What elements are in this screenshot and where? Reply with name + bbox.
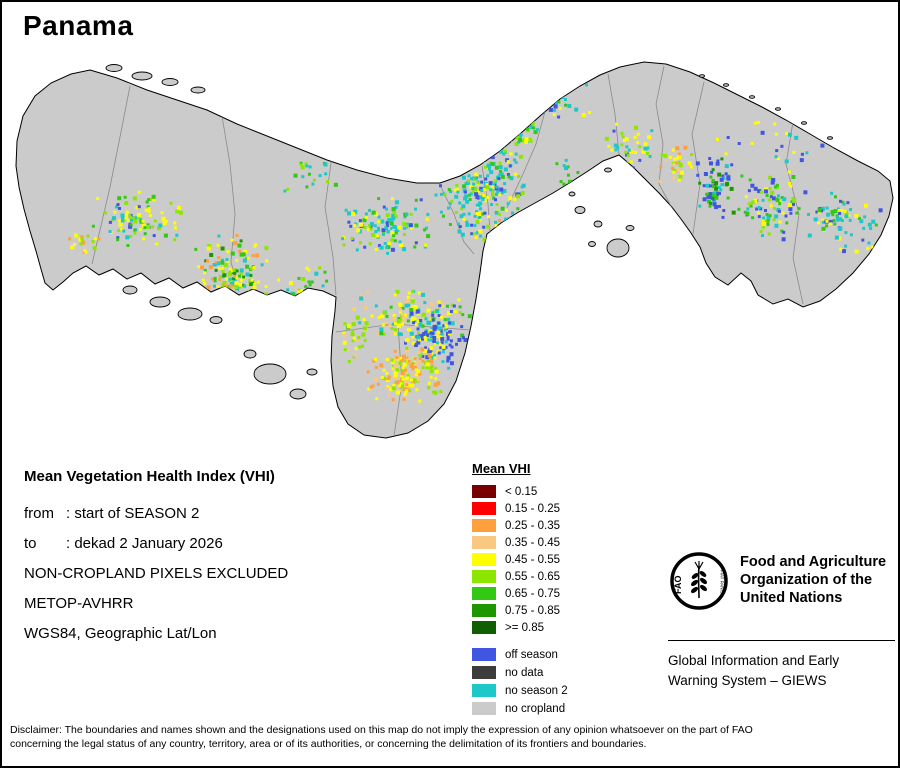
wheat-ear-icon (690, 561, 708, 599)
fao-block: FAO FIAT PANIS Food and Agriculture Orga… (668, 550, 896, 691)
legend-vhi-label-7: 0.75 - 0.85 (505, 604, 560, 617)
legend-vhi-swatch-2 (472, 519, 496, 532)
legend-vhi-swatch-4 (472, 553, 496, 566)
country-title: Panama (23, 10, 134, 41)
legend-other-row-2: no season 2 (472, 684, 568, 697)
fao-logo: FAO FIAT PANIS (670, 552, 728, 610)
legend-vhi-row-6: 0.65 - 0.75 (472, 587, 568, 600)
legend-other-label-1: no data (505, 666, 544, 679)
fao-org-name-line2: Organization of the (740, 572, 873, 588)
legend-vhi-label-0: < 0.15 (505, 485, 538, 498)
giews-divider (668, 640, 895, 641)
disclaimer-line1: Disclaimer: The boundaries and names sho… (10, 724, 753, 736)
legend-title: Mean VHI (472, 461, 531, 476)
legend-panel: Mean VHI < 0.15 0.15 - 0.25 0.25 - 0.35 0.3… (472, 461, 568, 720)
legend-vhi-label-2: 0.25 - 0.35 (505, 519, 560, 532)
legend-other-swatch-1 (472, 666, 496, 679)
map-info-block: Mean Vegetation Health Index (VHI) from … (24, 468, 288, 655)
fao-org-name-line1: Food and Agriculture (740, 554, 887, 570)
legend-vhi-label-6: 0.65 - 0.75 (505, 587, 560, 600)
disclaimer-text: Disclaimer: The boundaries and names sho… (10, 723, 753, 751)
map-subtitle: Mean Vegetation Health Index (VHI) (24, 468, 275, 485)
legend-other-swatch-0 (472, 648, 496, 661)
legend-other-row-1: no data (472, 666, 568, 679)
legend-vhi-row-2: 0.25 - 0.35 (472, 519, 568, 532)
legend-vhi-label-4: 0.45 - 0.55 (505, 553, 560, 566)
legend-vhi-label-5: 0.55 - 0.65 (505, 570, 560, 583)
period-from-row: from : start of SEASON 2 (24, 505, 288, 535)
legend-vhi-swatch-0 (472, 485, 496, 498)
period-to-row: to : dekad 2 January 2026 (24, 535, 288, 565)
legend-vhi-row-8: >= 0.85 (472, 621, 568, 634)
legend-other-label-0: off season (505, 648, 558, 661)
fao-logo-letters: FAO (673, 575, 683, 594)
panama-vhi-map (15, 61, 894, 439)
legend-vhi-label-8: >= 0.85 (505, 621, 545, 634)
legend-other-swatch-3 (472, 702, 496, 715)
giews-label: Global Information and Early Warning Sys… (668, 651, 896, 691)
projection-note: WGS84, Geographic Lat/Lon (24, 625, 217, 642)
giews-line2: Warning System – GIEWS (668, 673, 827, 688)
legend-vhi-classes: < 0.15 0.15 - 0.25 0.25 - 0.35 0.35 - 0.45 0… (472, 485, 568, 634)
legend-other-swatch-2 (472, 684, 496, 697)
legend-vhi-swatch-6 (472, 587, 496, 600)
fao-logo-motto: FIAT PANIS (720, 570, 725, 594)
panama-landmass (15, 61, 894, 439)
legend-vhi-swatch-5 (472, 570, 496, 583)
legend-vhi-row-5: 0.55 - 0.65 (472, 570, 568, 583)
legend-other-label-2: no season 2 (505, 684, 568, 697)
legend-other-label-3: no cropland (505, 702, 566, 715)
fao-org-name: Food and Agriculture Organization of the… (740, 550, 886, 607)
legend-vhi-swatch-7 (472, 604, 496, 617)
to-label: to (24, 535, 37, 552)
legend-vhi-row-0: < 0.15 (472, 485, 568, 498)
legend-vhi-row-4: 0.45 - 0.55 (472, 553, 568, 566)
legend-other-row-0: off season (472, 648, 568, 661)
legend-vhi-row-7: 0.75 - 0.85 (472, 604, 568, 617)
cropland-note: NON-CROPLAND PIXELS EXCLUDED (24, 565, 289, 582)
to-value: : dekad 2 January 2026 (66, 535, 223, 552)
legend-vhi-label-1: 0.15 - 0.25 (505, 502, 560, 515)
fao-org-name-line3: United Nations (740, 590, 843, 606)
legend-vhi-swatch-1 (472, 502, 496, 515)
legend-vhi-swatch-8 (472, 621, 496, 634)
disclaimer-line2: concerning the legal status of any count… (10, 738, 647, 750)
from-label: from (24, 505, 54, 522)
legend-vhi-swatch-3 (472, 536, 496, 549)
legend-other-row-3: no cropland (472, 702, 568, 715)
legend-vhi-row-3: 0.35 - 0.45 (472, 536, 568, 549)
islands (105, 64, 833, 400)
legend-vhi-row-1: 0.15 - 0.25 (472, 502, 568, 515)
giews-line1: Global Information and Early (668, 653, 840, 668)
legend-vhi-label-3: 0.35 - 0.45 (505, 536, 560, 549)
sensor-note: METOP-AVHRR (24, 595, 134, 612)
legend-other-classes: off season no data no season 2 no cropland (472, 648, 568, 715)
from-value: : start of SEASON 2 (66, 505, 200, 522)
